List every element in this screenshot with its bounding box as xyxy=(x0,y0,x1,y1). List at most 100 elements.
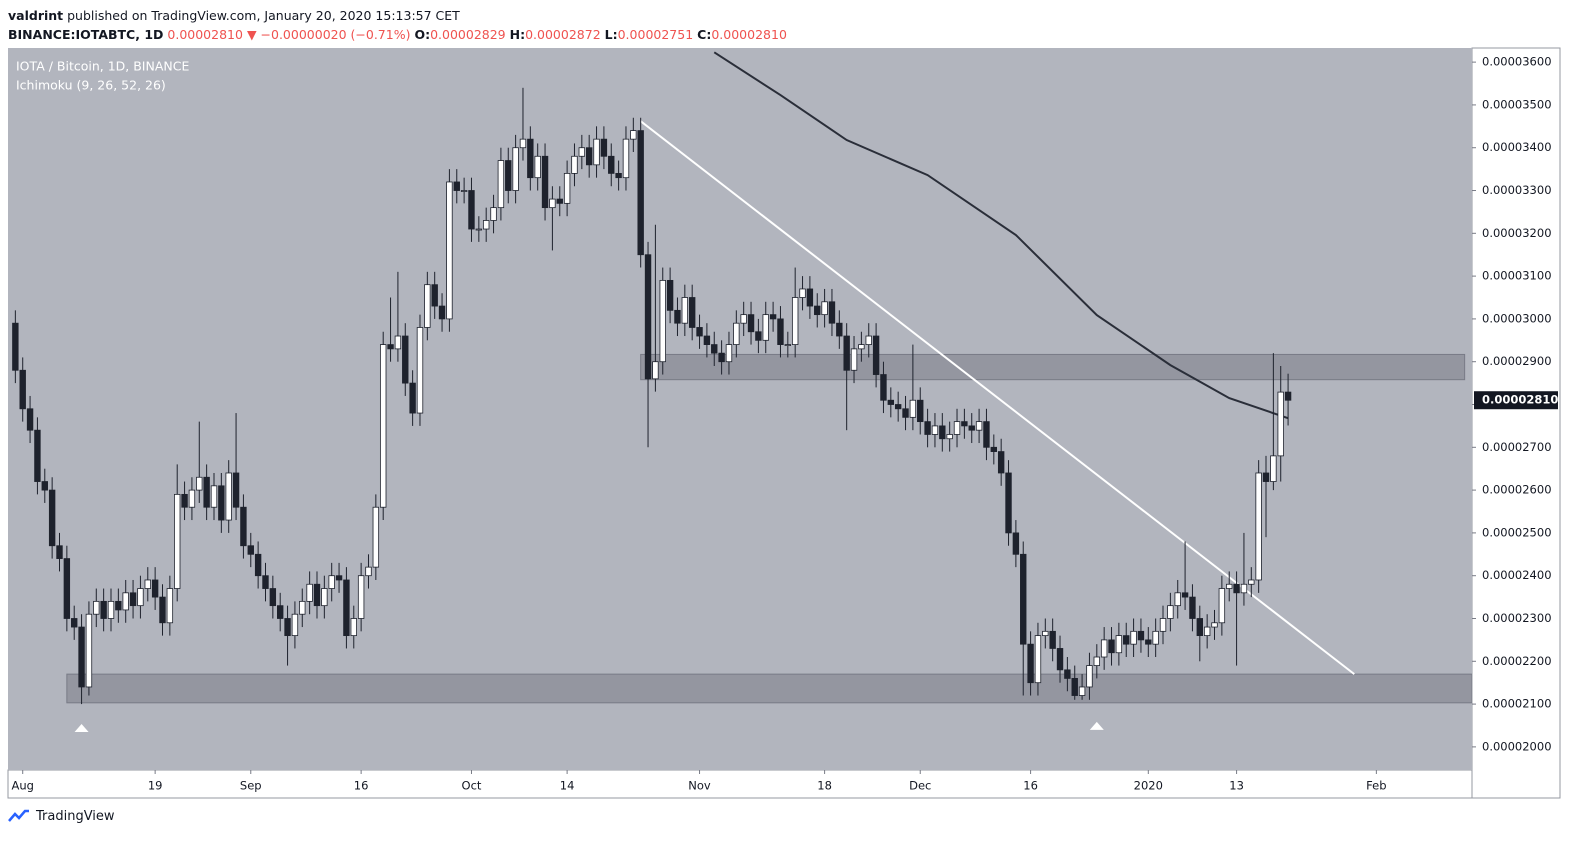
candle-body xyxy=(681,297,689,324)
candle-body xyxy=(460,190,468,192)
candle-body xyxy=(196,476,203,491)
candle-body xyxy=(821,301,828,316)
y-tick-label: 0.00002300 xyxy=(1482,611,1552,625)
candle-body xyxy=(1248,579,1255,585)
y-tick-label: 0.00002200 xyxy=(1482,654,1552,668)
quote-line: BINANCE:IOTABTC, 1D 0.00002810 ▼ −0.0000… xyxy=(8,25,787,44)
candle-body xyxy=(630,130,637,140)
candle-body xyxy=(1284,391,1292,401)
ohlc-label: H: xyxy=(509,27,526,42)
candle-body xyxy=(1174,592,1181,607)
candle-body xyxy=(909,399,917,418)
chart-title: IOTA / Bitcoin, 1D, BINANCE xyxy=(16,59,189,74)
candle-body xyxy=(519,138,527,149)
candle-body xyxy=(644,254,652,380)
candle-body xyxy=(313,583,321,607)
candle-body xyxy=(968,425,975,431)
candle-body xyxy=(321,588,328,607)
candle-body xyxy=(402,335,409,384)
y-tick-label: 0.00002100 xyxy=(1482,697,1552,711)
candle-body xyxy=(505,160,512,191)
candle-body xyxy=(1159,618,1167,632)
candle-body xyxy=(357,575,365,619)
candle-body xyxy=(350,618,357,637)
candle-body xyxy=(151,579,159,598)
candle-body xyxy=(1078,686,1086,696)
candle-body xyxy=(262,575,269,589)
candle-body xyxy=(438,305,446,320)
candle-body xyxy=(372,506,380,568)
y-tick-label: 0.00003400 xyxy=(1482,140,1552,154)
candle-body xyxy=(814,305,821,316)
candle-body xyxy=(740,314,747,324)
candle-body xyxy=(1123,635,1130,645)
candle-body xyxy=(865,335,872,345)
candle-body xyxy=(475,228,483,231)
symbol: BINANCE:IOTABTC, 1D xyxy=(8,27,164,42)
candle-body xyxy=(446,181,453,320)
candle-body xyxy=(1255,472,1262,581)
candle-body xyxy=(343,579,350,637)
candle-body xyxy=(828,301,836,324)
candle-body xyxy=(1005,472,1012,534)
candle-body xyxy=(19,369,26,410)
candle-body xyxy=(78,626,85,688)
candle-body xyxy=(585,147,593,166)
candle-body xyxy=(512,147,519,191)
candle-body xyxy=(71,618,78,628)
candle-body xyxy=(703,335,711,345)
candle-body xyxy=(144,579,151,589)
x-tick-label: 16 xyxy=(354,779,369,793)
candle-body xyxy=(379,344,387,508)
price: 0.00002810 xyxy=(167,27,243,42)
candle-body xyxy=(1130,630,1137,645)
candle-body xyxy=(990,446,998,452)
candle-body xyxy=(159,596,166,624)
candle-body xyxy=(769,314,777,320)
candle-body xyxy=(1181,592,1189,598)
candle-body xyxy=(1034,635,1042,684)
y-tick-label: 0.00003000 xyxy=(1482,311,1552,325)
candle-body xyxy=(733,322,740,345)
publish-line: valdrint published on TradingView.com, J… xyxy=(8,6,787,25)
candle-body xyxy=(806,288,814,307)
x-tick-label: 14 xyxy=(560,779,575,793)
ohlc-value: 0.00002829 xyxy=(430,27,506,42)
candle-body xyxy=(497,160,505,209)
candle-body xyxy=(1196,618,1203,637)
y-tick-label: 0.00002700 xyxy=(1482,440,1552,454)
published: published on TradingView.com, January 20… xyxy=(63,8,460,23)
candle-body xyxy=(166,588,174,624)
y-tick-label: 0.00002500 xyxy=(1482,525,1552,539)
candle-body xyxy=(269,588,277,607)
candle-body xyxy=(115,600,122,611)
candle-body xyxy=(284,618,291,637)
candle-body xyxy=(718,352,725,363)
candle-body xyxy=(747,314,755,333)
candle-body xyxy=(122,592,129,611)
y-tick-label: 0.00003600 xyxy=(1482,55,1552,69)
candle-body xyxy=(93,600,100,615)
candle-body xyxy=(688,297,696,328)
overlay: 0.00002000 0.00002100 0.00002200 0.00002300… xyxy=(11,55,1558,793)
candle-body xyxy=(1137,630,1145,641)
y-tick-label: 0.00002600 xyxy=(1482,483,1552,497)
candle-body xyxy=(490,207,497,221)
y-tick-label: 0.00002900 xyxy=(1482,354,1552,368)
x-tick-label: Sep xyxy=(240,779,262,793)
candle-body xyxy=(328,575,335,589)
zone xyxy=(66,673,1472,704)
candle-body xyxy=(1218,588,1226,624)
ohlc: O:0.00002829 H:0.00002872 L:0.00002751 C… xyxy=(414,27,786,42)
candle-body xyxy=(225,472,232,521)
candle-body xyxy=(1042,630,1049,637)
price-axis xyxy=(1471,47,1561,799)
candle-body xyxy=(129,592,137,607)
candle-body xyxy=(777,318,784,345)
candle-body xyxy=(784,344,792,346)
candle-body xyxy=(254,553,262,577)
candle-body xyxy=(924,421,931,435)
brand: TradingView xyxy=(36,808,115,824)
moving-average xyxy=(713,51,1289,420)
candle-body xyxy=(424,284,431,328)
